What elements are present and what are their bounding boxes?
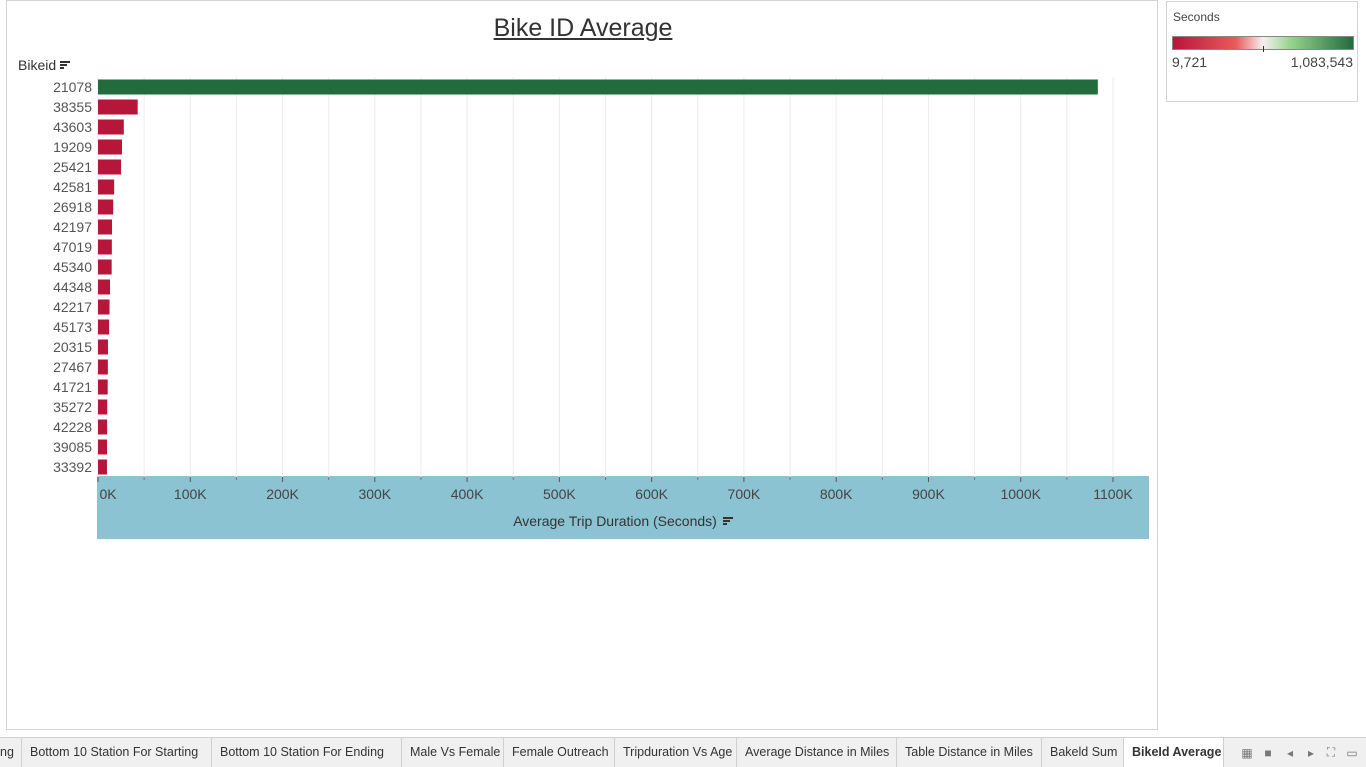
x-tick-label: 400K [451, 486, 484, 500]
y-tick-label: 19209 [53, 139, 92, 155]
x-axis-label: Average Trip Duration (Seconds) [513, 513, 717, 529]
y-tick-label: 25421 [53, 159, 92, 175]
y-tick-label: 33392 [53, 459, 92, 475]
legend-midpoint-marker [1263, 46, 1264, 52]
bar [98, 379, 108, 395]
color-legend: Seconds 9,721 1,083,543 [1166, 1, 1358, 102]
bar [98, 219, 113, 235]
y-tick-label: 39085 [53, 439, 92, 455]
bar [98, 179, 115, 195]
x-tick-label: 1100K [1093, 486, 1133, 500]
bar [98, 119, 124, 135]
x-axis-band: Average Trip Duration (Seconds) [97, 476, 1149, 539]
sheet-tab[interactable]: ng [0, 738, 22, 767]
bar [98, 259, 112, 275]
y-tick-label: 38355 [53, 99, 92, 115]
y-tick-label: 42217 [53, 299, 92, 315]
y-tick-label: 42581 [53, 179, 92, 195]
y-tick-label: 20315 [53, 339, 92, 355]
bar [98, 319, 110, 335]
bar [98, 299, 110, 315]
x-tick-label: 300K [358, 486, 391, 500]
bar [98, 239, 112, 255]
bar-chart: 21078 38355 43603 19209 25421 42581 26918 42197… [53, 77, 1133, 500]
x-tick-label: 500K [543, 486, 576, 500]
y-tick-label: 35272 [53, 399, 92, 415]
x-tick-label: 100K [174, 486, 207, 500]
bar [98, 359, 108, 375]
y-tick-label: 26918 [53, 199, 92, 215]
x-tick-label: 600K [635, 486, 668, 500]
y-tick-label: 27467 [53, 359, 92, 375]
grid-view-icon[interactable]: ▦ [1241, 745, 1253, 760]
bar [98, 439, 108, 455]
stop-icon[interactable]: ■ [1264, 745, 1272, 760]
y-tick-label: 42197 [53, 219, 92, 235]
bar [98, 79, 1098, 95]
x-axis-title-container[interactable]: Average Trip Duration (Seconds) [97, 513, 1149, 529]
x-tick-label: 200K [266, 486, 299, 500]
bar [98, 279, 110, 295]
bar [98, 459, 107, 475]
bar [98, 339, 108, 355]
bar [98, 139, 122, 155]
y-axis-label: Bikeid [18, 57, 57, 73]
bar [98, 419, 108, 435]
y-tick-label: 43603 [53, 119, 92, 135]
x-tick-label: 800K [820, 486, 853, 500]
bar [98, 159, 122, 175]
legend-title: Seconds [1173, 10, 1220, 24]
sheet-tab-bar: ng Bottom 10 Station For Starting Bottom 1… [0, 737, 1366, 767]
y-tick-label: 42228 [53, 419, 92, 435]
dashboard-frame [6, 0, 1158, 730]
sheet-tab[interactable]: Bottom 10 Station For Ending [212, 738, 402, 767]
previous-icon[interactable]: ◂ [1286, 745, 1294, 760]
y-tick-label: 41721 [53, 379, 92, 395]
y-tick-label: 47019 [53, 239, 92, 255]
sheet-tab[interactable]: Table Distance in Miles [897, 738, 1042, 767]
y-tick-label: 45340 [53, 259, 92, 275]
bar [98, 99, 138, 115]
x-tick-label: 900K [912, 486, 945, 500]
y-tick-label: 44348 [53, 279, 92, 295]
presentation-icon[interactable]: ▭ [1346, 745, 1358, 760]
x-tick-label: 0K [99, 486, 117, 500]
sheet-tab[interactable]: Tripduration Vs Age [615, 738, 737, 767]
y-axis-field-header[interactable]: Bikeid [18, 57, 71, 73]
bar [98, 199, 114, 215]
sort-icon[interactable] [60, 60, 71, 70]
sheet-tab[interactable]: Male Vs Female [402, 738, 504, 767]
page-title: Bike ID Average [493, 14, 673, 42]
bar [98, 399, 108, 415]
legend-min-value: 9,721 [1172, 54, 1208, 70]
x-tick-label: 1000K [1000, 486, 1041, 500]
sheet-tab[interactable]: Female Outreach [504, 738, 615, 767]
x-tick-label: 700K [728, 486, 761, 500]
fullscreen-icon[interactable]: ⛶ [1326, 745, 1336, 759]
y-tick-label: 21078 [53, 79, 92, 95]
y-tick-label: 45173 [53, 319, 92, 335]
legend-max-value: 1,083,543 [1290, 54, 1353, 70]
sort-icon[interactable] [722, 516, 733, 526]
sheet-tab[interactable]: BikeId Average [1124, 738, 1224, 767]
next-icon[interactable]: ▸ [1307, 745, 1315, 760]
sheet-tab[interactable]: Bottom 10 Station For Starting [22, 738, 212, 767]
sheet-tab[interactable]: Bakeld Sum [1042, 738, 1124, 767]
sheet-tab[interactable]: Average Distance in Miles [737, 738, 897, 767]
